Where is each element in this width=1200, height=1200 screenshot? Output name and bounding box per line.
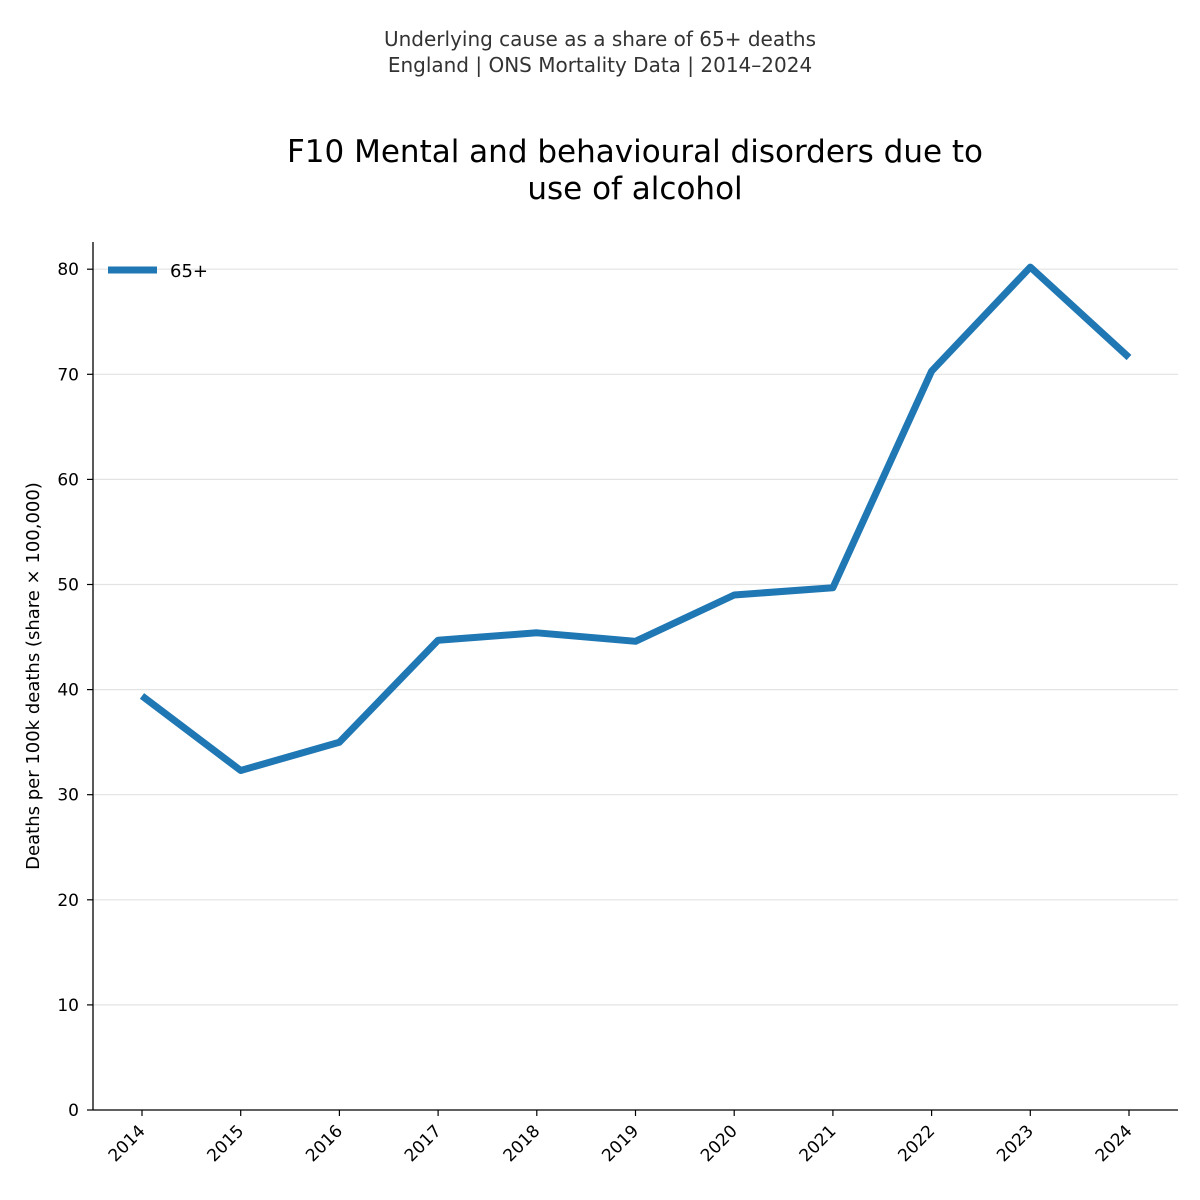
- data-point: [829, 584, 836, 591]
- x-tick-label: 2023: [993, 1121, 1038, 1166]
- chart-title: F10 Mental and behavioural disorders due…: [0, 134, 1200, 208]
- x-tick-label: 2015: [203, 1121, 248, 1166]
- x-tick-label: 2021: [796, 1121, 841, 1166]
- x-tick-label: 2017: [401, 1121, 446, 1166]
- y-tick-label: 30: [57, 786, 79, 806]
- data-point: [139, 692, 146, 699]
- figure-subtitle: Underlying cause as a share of 65+ death…: [0, 26, 1200, 78]
- y-tick-label: 0: [68, 1101, 79, 1121]
- y-tick-label: 20: [57, 891, 79, 911]
- data-point: [632, 638, 639, 645]
- chart-title-line-1: F10 Mental and behavioural disorders due…: [286, 134, 984, 170]
- y-axis-ticks: 0 10 20 30 40 50 60 70 80: [57, 260, 93, 1121]
- y-tick-label: 60: [57, 470, 79, 490]
- data-point: [533, 629, 540, 636]
- chart-title-line-2: use of alcohol: [527, 171, 743, 207]
- data-point: [1126, 354, 1133, 361]
- y-tick-label: 50: [57, 576, 79, 596]
- legend-label: 65+: [170, 261, 208, 282]
- data-point: [435, 637, 442, 644]
- x-tick-label: 2020: [697, 1121, 742, 1166]
- data-point: [928, 368, 935, 375]
- y-tick-label: 80: [57, 260, 79, 280]
- y-tick-label: 70: [57, 365, 79, 385]
- data-point: [1027, 264, 1034, 271]
- y-tick-label: 40: [57, 681, 79, 701]
- subtitle-line-1: Underlying cause as a share of 65+ death…: [383, 27, 817, 51]
- subtitle-line-2: England | ONS Mortality Data | 2014–2024: [387, 53, 813, 77]
- x-tick-label: 2022: [894, 1121, 939, 1166]
- x-tick-label: 2016: [302, 1121, 347, 1166]
- x-tick-label: 2014: [105, 1121, 150, 1166]
- x-tick-label: 2019: [598, 1121, 643, 1166]
- series-layer: [139, 263, 1133, 774]
- y-tick-label: 10: [57, 996, 79, 1016]
- gridlines: [93, 268, 1178, 1006]
- legend: 65+: [108, 261, 208, 282]
- x-tick-label: 2024: [1092, 1121, 1137, 1166]
- series-line: [139, 263, 1132, 774]
- data-point: [336, 739, 343, 746]
- y-axis-label: Deaths per 100k deaths (share × 100,000): [23, 482, 44, 870]
- data-point: [731, 592, 738, 599]
- x-axis-ticks: 2014 2015 2016 2017 2018 2019 2020 2021 2022 2023…: [105, 1110, 1137, 1166]
- x-tick-label: 2018: [500, 1121, 545, 1166]
- data-point: [237, 767, 244, 774]
